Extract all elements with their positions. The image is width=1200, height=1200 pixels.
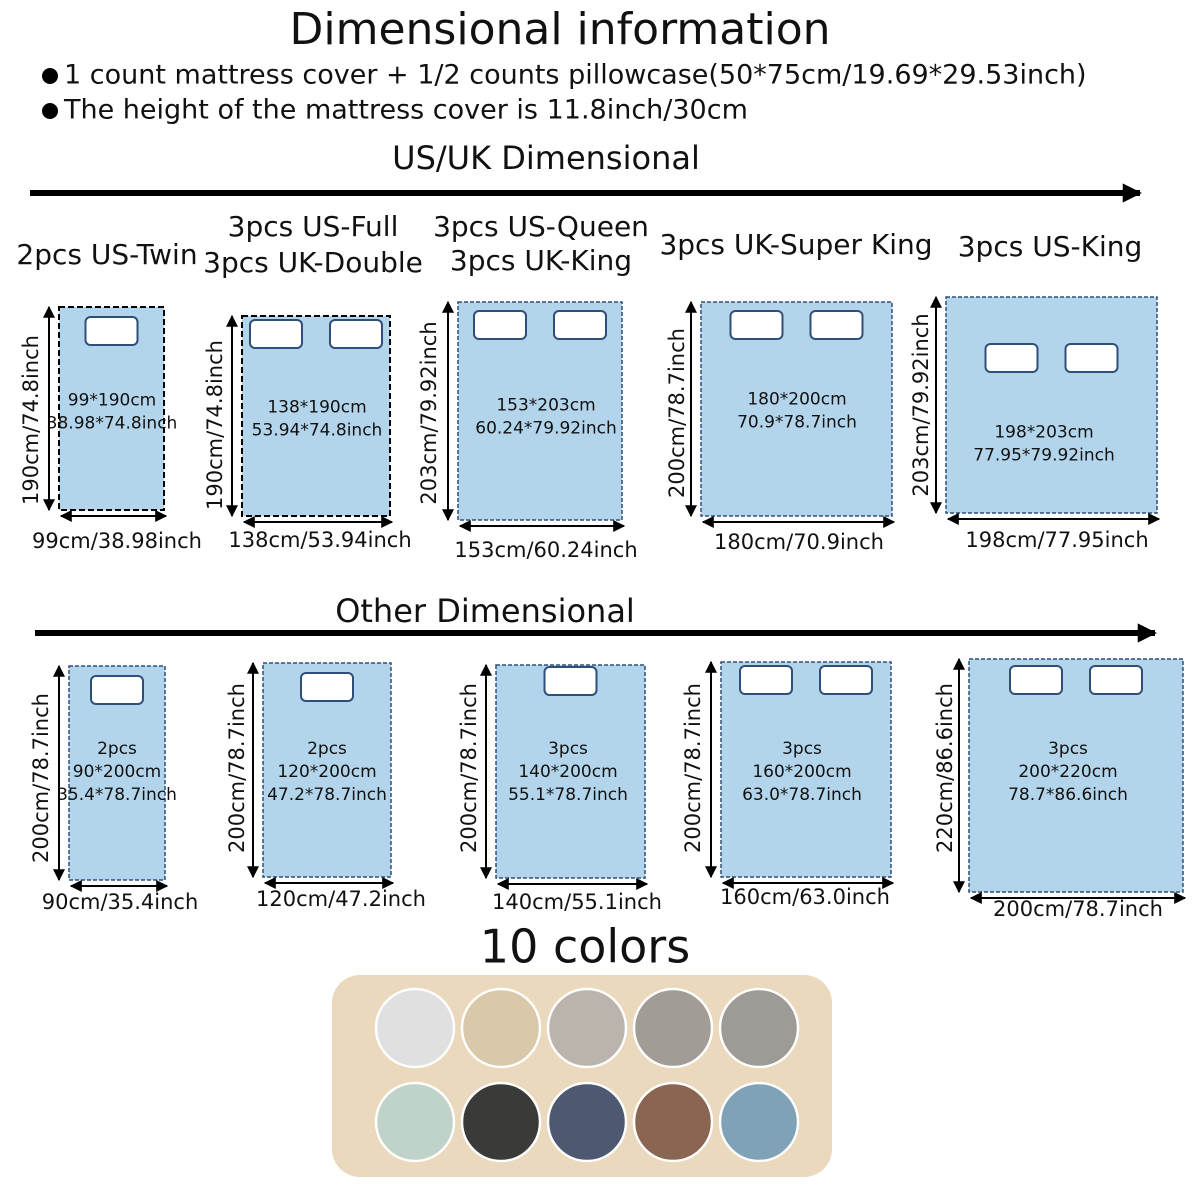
bullet-text: 1 count mattress cover + 1/2 counts pill…: [64, 60, 1087, 91]
size-name: 3pcs US-King: [958, 230, 1143, 263]
height-label: 203cm/79.92inch: [909, 313, 933, 496]
size-text: 138*190cm: [267, 398, 366, 418]
pillow: [739, 665, 793, 695]
width-label: 200cm/78.7inch: [993, 897, 1163, 921]
swatch[interactable]: [374, 987, 456, 1069]
pillow: [819, 665, 873, 695]
width-label: 160cm/63.0inch: [720, 885, 890, 909]
size-text: 70.9*78.7inch: [737, 413, 857, 433]
height-label: 200cm/78.7inch: [665, 328, 689, 498]
width-label: 138cm/53.94inch: [228, 528, 411, 552]
size-name: 3pcs UK-Double: [203, 246, 423, 279]
width-label: 90cm/35.4inch: [42, 890, 199, 914]
size-name: 3pcs US-Full: [228, 210, 399, 243]
section-title: Other Dimensional: [335, 592, 635, 630]
size-text: 63.0*78.7inch: [742, 785, 862, 805]
size-text: 78.7*86.6inch: [1008, 785, 1128, 805]
swatch[interactable]: [632, 1081, 714, 1163]
swatch[interactable]: [718, 987, 800, 1069]
mattress: [945, 296, 1158, 514]
size-text: 99*190cm: [68, 391, 157, 411]
bullet: [42, 68, 58, 84]
size-text: 160*200cm: [752, 762, 851, 782]
size-text: 3pcs: [548, 739, 588, 759]
size-text: 53.94*74.8inch: [252, 421, 383, 441]
pillow: [729, 310, 784, 340]
swatches: [374, 987, 800, 1163]
section-title: US/UK Dimensional: [392, 139, 700, 177]
swatch[interactable]: [546, 987, 628, 1069]
swatch[interactable]: [632, 987, 714, 1069]
height-label: 220cm/86.6inch: [933, 683, 957, 853]
pillow: [329, 319, 383, 349]
height-label: 190cm/74.8inch: [19, 335, 43, 505]
width-label: 120cm/47.2inch: [256, 887, 426, 911]
size-text: 60.24*79.92inch: [475, 419, 616, 439]
size-text: 153*203cm: [496, 396, 595, 416]
size-text: 38.98*74.8inch: [47, 414, 178, 434]
pillow: [1089, 665, 1143, 695]
mattress: [720, 661, 892, 878]
width-label: 140cm/55.1inch: [492, 890, 662, 914]
size-name: 3pcs UK-King: [450, 244, 632, 277]
swatch[interactable]: [374, 1081, 456, 1163]
pillow: [809, 310, 864, 340]
pillow: [1009, 665, 1063, 695]
height-label: 200cm/78.7inch: [225, 683, 249, 853]
width-label: 153cm/60.24inch: [454, 538, 637, 562]
pillow: [300, 672, 354, 702]
pillow: [1064, 343, 1119, 373]
mattress: [495, 664, 646, 879]
swatch[interactable]: [546, 1081, 628, 1163]
swatch[interactable]: [460, 987, 542, 1069]
width-label: 99cm/38.98inch: [32, 529, 202, 553]
width-label: 180cm/70.9inch: [714, 530, 884, 554]
height-label: 200cm/78.7inch: [29, 693, 53, 863]
swatch[interactable]: [718, 1081, 800, 1163]
mattress: [241, 315, 391, 517]
size-text: 200*220cm: [1018, 762, 1117, 782]
size-name: 3pcs UK-Super King: [659, 228, 932, 261]
bullet: [42, 103, 58, 119]
size-text: 47.2*78.7inch: [267, 785, 387, 805]
width-label: 198cm/77.95inch: [965, 528, 1148, 552]
pillow: [984, 343, 1039, 373]
size-text: 55.1*78.7inch: [508, 785, 628, 805]
title: Dimensional information: [290, 4, 831, 55]
swatch[interactable]: [460, 1081, 542, 1163]
height-label: 203cm/79.92inch: [417, 321, 441, 504]
pillow: [543, 666, 598, 696]
pillow: [553, 310, 607, 340]
pillow: [90, 675, 144, 705]
size-text: 3pcs: [782, 739, 822, 759]
size-text: 120*200cm: [277, 762, 376, 782]
size-name: 2pcs US-Twin: [16, 238, 197, 271]
size-text: 77.95*79.92inch: [973, 446, 1114, 466]
size-text: 198*203cm: [994, 423, 1093, 443]
size-text: 2pcs: [97, 739, 137, 759]
size-text: 2pcs: [307, 739, 347, 759]
bullet-text: The height of the mattress cover is 11.8…: [63, 95, 748, 126]
height-label: 190cm/74.8inch: [203, 340, 227, 510]
size-text: 3pcs: [1048, 739, 1088, 759]
pillow: [473, 310, 527, 340]
pillow: [84, 316, 139, 346]
size-name: 3pcs US-Queen: [433, 210, 649, 243]
size-text: 35.4*78.7inch: [57, 785, 177, 805]
mattress: [968, 658, 1184, 893]
colors-title: 10 colors: [480, 920, 690, 974]
size-text: 90*200cm: [73, 762, 162, 782]
size-text: 180*200cm: [747, 390, 846, 410]
height-label: 200cm/78.7inch: [681, 683, 705, 853]
height-label: 200cm/78.7inch: [457, 683, 481, 853]
pillow: [249, 319, 303, 349]
size-text: 140*200cm: [518, 762, 617, 782]
